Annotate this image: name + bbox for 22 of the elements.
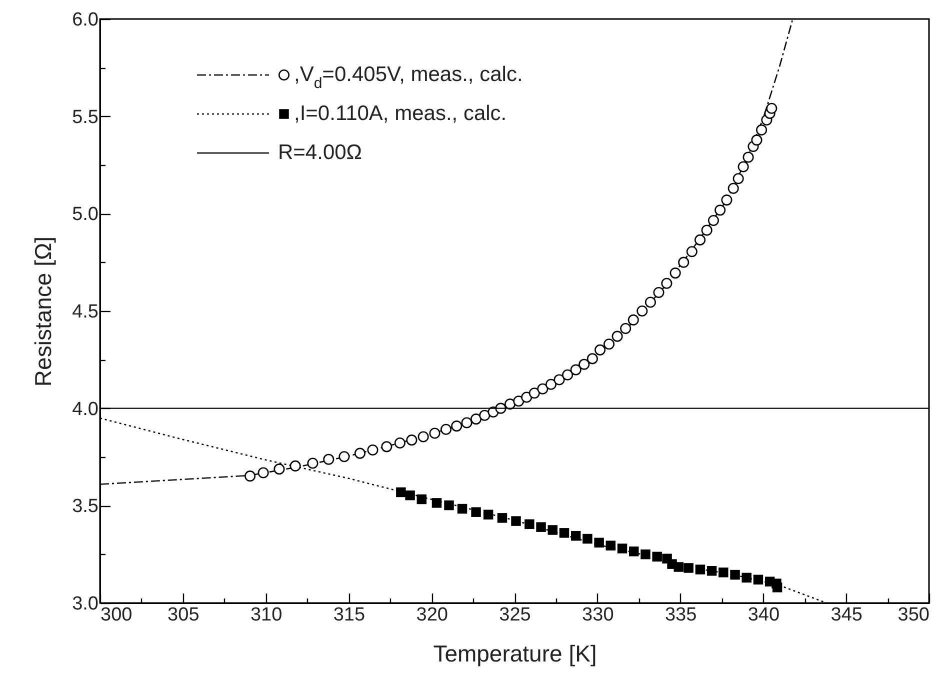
y-tick-label: 5.5 [72, 106, 98, 128]
x-tick-label: 335 [664, 604, 697, 626]
x-tick-label: 350 [898, 604, 930, 626]
x-tick-label: 305 [168, 604, 200, 626]
y-tick-label: 3.0 [72, 594, 98, 614]
x-axis-title: Temperature [K] [433, 640, 597, 666]
y-tick-label: 3.5 [72, 496, 98, 518]
x-tick-label: 310 [250, 604, 282, 626]
x-tick-label: 320 [416, 604, 448, 626]
legend-label: ,I=0.110A, meas., calc. [294, 102, 507, 125]
y-tick-label: 4.0 [72, 398, 98, 420]
y-tick-label: 6.0 [72, 10, 98, 30]
x-tick-label: 330 [582, 604, 614, 626]
y-tick-label: 4.5 [72, 302, 98, 322]
x-tick-label: 325 [499, 604, 531, 626]
x-tick-label: 345 [830, 604, 862, 626]
y-axis-title: Resistance [Ω] [30, 236, 56, 387]
x-tick-label: 300 [100, 604, 132, 626]
x-tick-label: 315 [333, 604, 366, 626]
y-tick-label: 5.0 [72, 204, 98, 226]
x-tick-label: 340 [748, 604, 780, 626]
legend-label: R=4.00Ω [278, 141, 362, 164]
